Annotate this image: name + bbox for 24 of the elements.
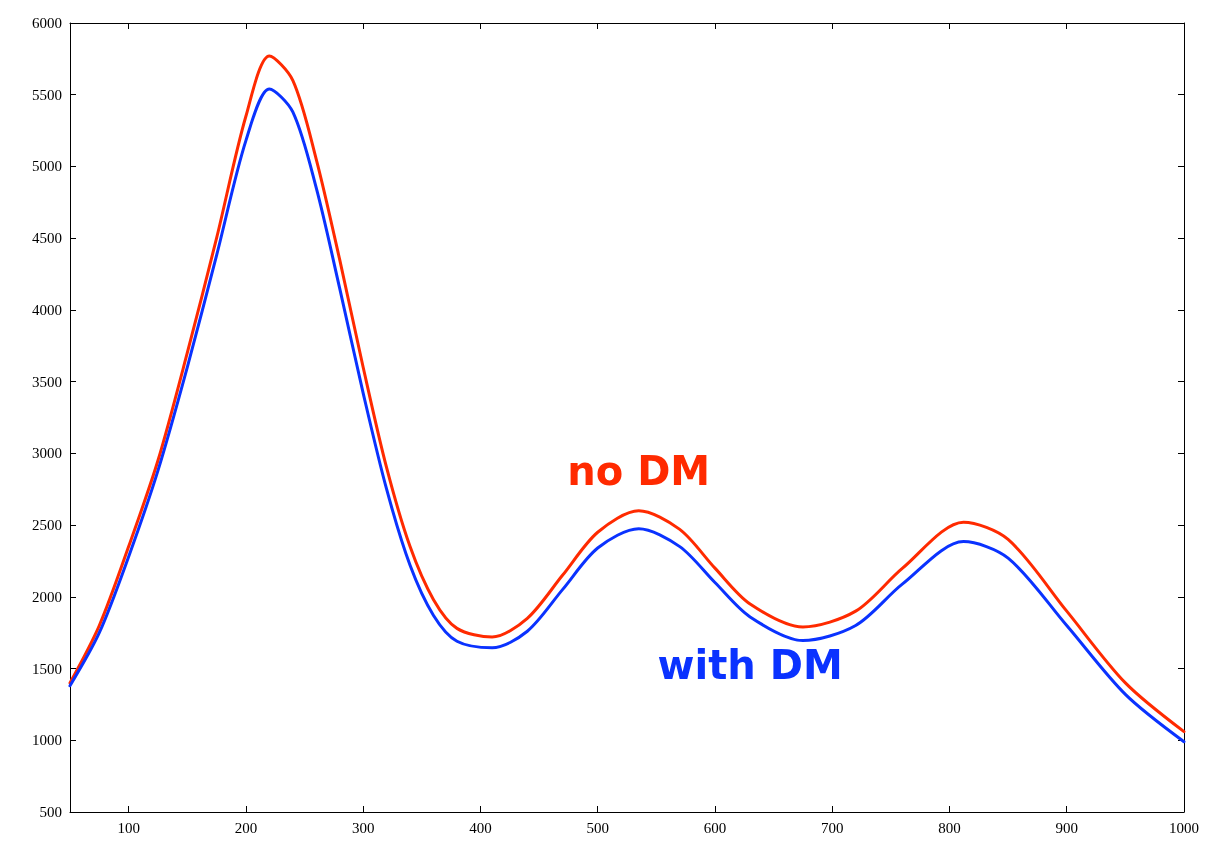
y-tick-label: 3500 [32,373,62,390]
y-tick-label: 5000 [32,158,62,175]
series-label: with DM [657,641,843,688]
y-tick-label: 500 [39,804,62,820]
x-tick-label: 700 [820,819,844,836]
y-tick-label: 6000 [32,15,62,31]
series-label: no DM [567,447,711,494]
x-tick-label: 500 [586,819,609,836]
y-tick-label: 5500 [32,86,62,103]
y-tick-label: 1500 [32,660,62,677]
y-tick-label: 2000 [32,588,62,605]
y-tick-label: 4000 [32,301,62,318]
x-tick-label: 200 [234,819,258,836]
x-tick-label: 900 [1055,819,1078,836]
y-tick-label: 4500 [32,230,62,247]
y-tick-label: 2500 [32,517,62,534]
y-tick-label: 1000 [32,732,62,749]
x-tick-label: 1000 [1169,819,1199,836]
y-tick-label: 3000 [32,445,62,462]
x-tick-label: 300 [351,819,375,836]
x-tick-label: 400 [469,819,492,836]
x-tick-label: 600 [703,819,727,836]
x-tick-label: 800 [938,819,961,836]
x-tick-label: 100 [117,819,140,836]
